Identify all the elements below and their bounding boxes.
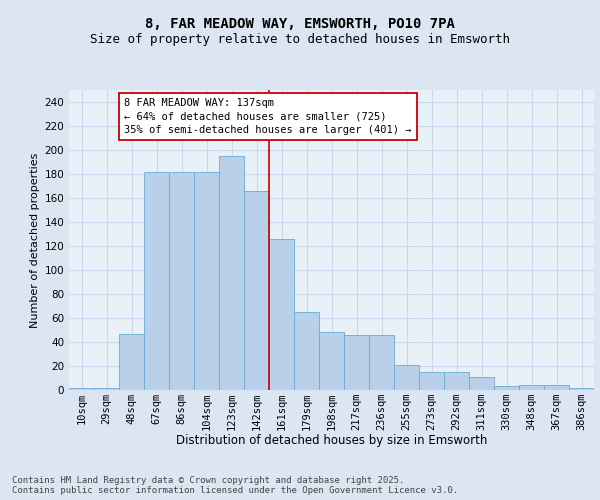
Bar: [344, 335, 369, 390]
Text: Contains HM Land Registry data © Crown copyright and database right 2025.
Contai: Contains HM Land Registry data © Crown c…: [12, 476, 458, 495]
Bar: [219, 156, 244, 390]
Bar: [69, 388, 94, 390]
Bar: [319, 332, 344, 390]
Bar: [169, 172, 194, 390]
Bar: [469, 377, 494, 390]
Bar: [194, 172, 219, 390]
Bar: [119, 334, 144, 390]
Bar: [94, 388, 119, 390]
X-axis label: Distribution of detached houses by size in Emsworth: Distribution of detached houses by size …: [176, 434, 487, 448]
Bar: [244, 191, 269, 390]
Bar: [369, 335, 394, 390]
Text: Size of property relative to detached houses in Emsworth: Size of property relative to detached ho…: [90, 32, 510, 46]
Bar: [494, 386, 519, 390]
Bar: [144, 172, 169, 390]
Bar: [519, 385, 544, 390]
Text: 8, FAR MEADOW WAY, EMSWORTH, PO10 7PA: 8, FAR MEADOW WAY, EMSWORTH, PO10 7PA: [145, 18, 455, 32]
Bar: [544, 385, 569, 390]
Bar: [294, 312, 319, 390]
Bar: [269, 239, 294, 390]
Text: 8 FAR MEADOW WAY: 137sqm
← 64% of detached houses are smaller (725)
35% of semi-: 8 FAR MEADOW WAY: 137sqm ← 64% of detach…: [124, 98, 412, 135]
Bar: [419, 372, 444, 390]
Bar: [569, 388, 594, 390]
Bar: [394, 365, 419, 390]
Y-axis label: Number of detached properties: Number of detached properties: [30, 152, 40, 328]
Bar: [444, 372, 469, 390]
